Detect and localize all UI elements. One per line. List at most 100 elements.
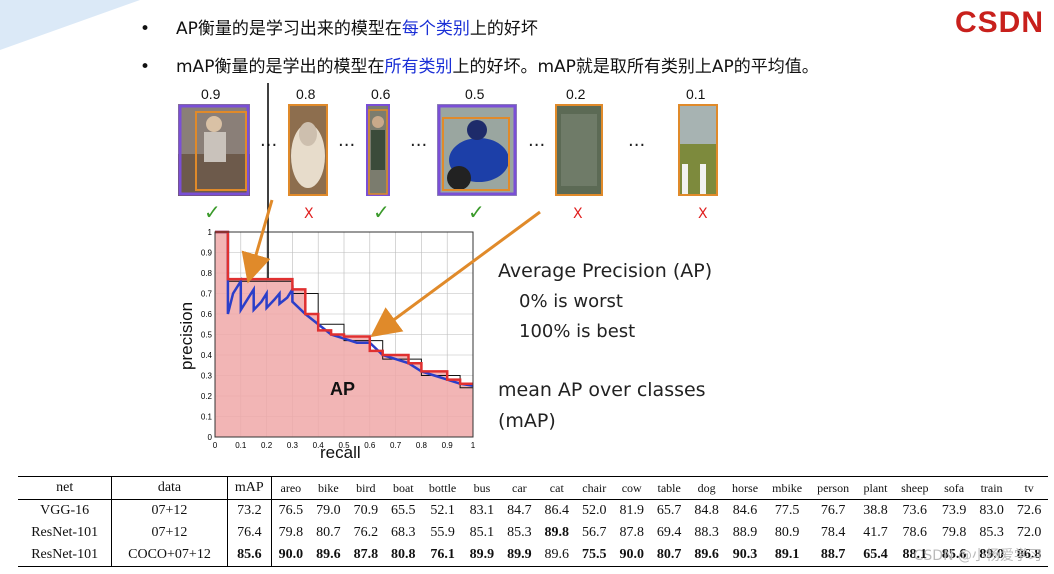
table-cell: 73.9 (941, 503, 967, 518)
incorrect-x-icon: X (573, 206, 583, 222)
x-tick-label: 1 (471, 441, 476, 450)
ellipsis: ... (628, 130, 646, 151)
column-header: plant (863, 481, 888, 495)
table-cell: 79.8 (941, 525, 967, 540)
table-cell: 65.5 (391, 503, 416, 518)
table-cell: 73.6 (902, 503, 928, 518)
watermark: CSDN @小杨爱学习 (913, 548, 1042, 564)
column-header: cat (549, 481, 564, 495)
table-cell: 41.7 (863, 525, 888, 540)
table-cell: 86.8 (1016, 547, 1042, 562)
y-tick-label: 0.7 (201, 290, 213, 299)
column-header: mbike (772, 481, 803, 495)
table-cell: 85.6 (941, 547, 967, 562)
arrow (241, 199, 274, 284)
y-tick-label: 0.5 (201, 331, 213, 340)
table-cell: 85.3 (507, 525, 532, 540)
table-cell: 78.6 (902, 525, 928, 540)
table-cell: 73.2 (227, 499, 273, 522)
table-cell: 56.7 (582, 525, 607, 540)
table-cell: 72.6 (1016, 503, 1042, 518)
column-header: table (657, 481, 681, 495)
table-cell: 72.0 (1016, 525, 1042, 540)
table-cell: 80.8 (391, 547, 416, 562)
table-cell: 65.4 (863, 547, 888, 562)
highlight-all-classes: 所有类别 (384, 57, 453, 77)
table-cell: 55.9 (430, 525, 455, 540)
x-tick-label: 0.1 (235, 441, 247, 450)
arrow (370, 210, 541, 338)
x-axis-label: recall (320, 443, 361, 462)
table-cell: 83.1 (469, 503, 495, 518)
table-cell: 90.0 (278, 547, 304, 562)
ellipsis: ... (528, 130, 546, 151)
table-cell: ResNet-101 (18, 522, 113, 544)
table-cell: 38.8 (863, 503, 888, 518)
x-tick-label: 0 (213, 441, 218, 450)
detection-thumbnail-motorbike (437, 104, 517, 196)
table-cell: 69.4 (656, 525, 682, 540)
csdn-logo: CSDN (954, 6, 1044, 39)
table-cell: 81.9 (619, 503, 644, 518)
table-cell: 88.3 (694, 525, 719, 540)
detection-score: 0.1 (686, 86, 706, 102)
column-header: dog (697, 481, 716, 495)
detection-score: 0.2 (566, 86, 586, 102)
bullet-dot: • (140, 19, 151, 39)
column-header: car (512, 481, 527, 495)
table-cell: 89.0 (979, 547, 1004, 562)
column-header: bird (356, 481, 376, 495)
table-cell: 52.0 (582, 503, 607, 518)
table-body: VGG-16 07+12 73.2 76.5 79.0 70.9 65.5 52.1 83.1 8… (18, 499, 1048, 567)
incorrect-x-icon: X (304, 206, 314, 222)
x-tick-label: 0.4 (313, 441, 325, 450)
detection-thumbnail-rider (178, 104, 250, 196)
table-cell: 76.7 (820, 503, 846, 518)
column-header: mAP (227, 476, 273, 500)
correct-check-icon: ✓ (204, 200, 221, 224)
y-tick-label: 0.3 (201, 372, 213, 381)
table-cell: 65.7 (656, 503, 682, 518)
table-cell: 52.1 (430, 503, 455, 518)
table-cell: 76.1 (430, 547, 455, 562)
detection-score: 0.9 (201, 86, 221, 102)
incorrect-x-icon: X (698, 206, 708, 222)
results-table: net data mAP areo bike bird boat bottle bus car ca… (18, 476, 1048, 567)
ap-best: 100% is best (519, 321, 636, 342)
detection-thumbnail-foliage (555, 104, 603, 196)
table-cell: 07+12 (111, 499, 228, 522)
y-tick-label: 0.9 (201, 249, 213, 258)
y-tick-label: 0.6 (201, 310, 213, 319)
y-tick-label: 1 (208, 228, 213, 237)
bullet-dot: • (140, 57, 151, 77)
table-cell: 85.6 (227, 544, 273, 567)
x-tick-label: 0.7 (390, 441, 402, 450)
column-header: cow (621, 481, 642, 495)
table-cell: 88.9 (732, 525, 758, 540)
ap-title: Average Precision (AP) (498, 260, 713, 282)
table-cell: 89.9 (469, 547, 495, 562)
table-cell: 79.0 (316, 503, 341, 518)
y-tick-label: 0.2 (201, 392, 213, 401)
map-line-1: mean AP over classes (498, 379, 706, 401)
table-cell: 87.8 (619, 525, 644, 540)
x-tick-label: 0.8 (416, 441, 428, 450)
detection-thumbnail-field (678, 104, 718, 196)
column-header: horse (732, 481, 759, 495)
table-cell: ResNet-101 (18, 544, 113, 567)
bullet-ap: • AP衡量的是学习出来的模型在每个类别上的好坏 (140, 19, 538, 39)
table-cell: 87.8 (353, 547, 379, 562)
detection-score: 0.5 (465, 86, 485, 102)
precision-recall-chart: 0 0.1 0.2 0.3 0.4 0.5 0.6 0.7 0.8 0.9 1 0 0.1 0.2 0.3 0… (177, 83, 476, 462)
column-header: sheep (901, 481, 929, 495)
detection-thumbnail-sheep (288, 104, 328, 196)
table-row: ResNet-101 COCO+07+12 85.6 90.0 89.6 87.8 80.8… (18, 544, 1048, 567)
y-tick-label: 0.1 (201, 413, 213, 422)
correct-check-icon: ✓ (468, 200, 485, 224)
ellipsis: ... (338, 130, 356, 151)
y-tick-label: 0.8 (201, 269, 213, 278)
table-cell: 75.5 (582, 547, 607, 562)
table-cell: 89.8 (544, 525, 570, 540)
table-cell: 80.7 (656, 547, 682, 562)
